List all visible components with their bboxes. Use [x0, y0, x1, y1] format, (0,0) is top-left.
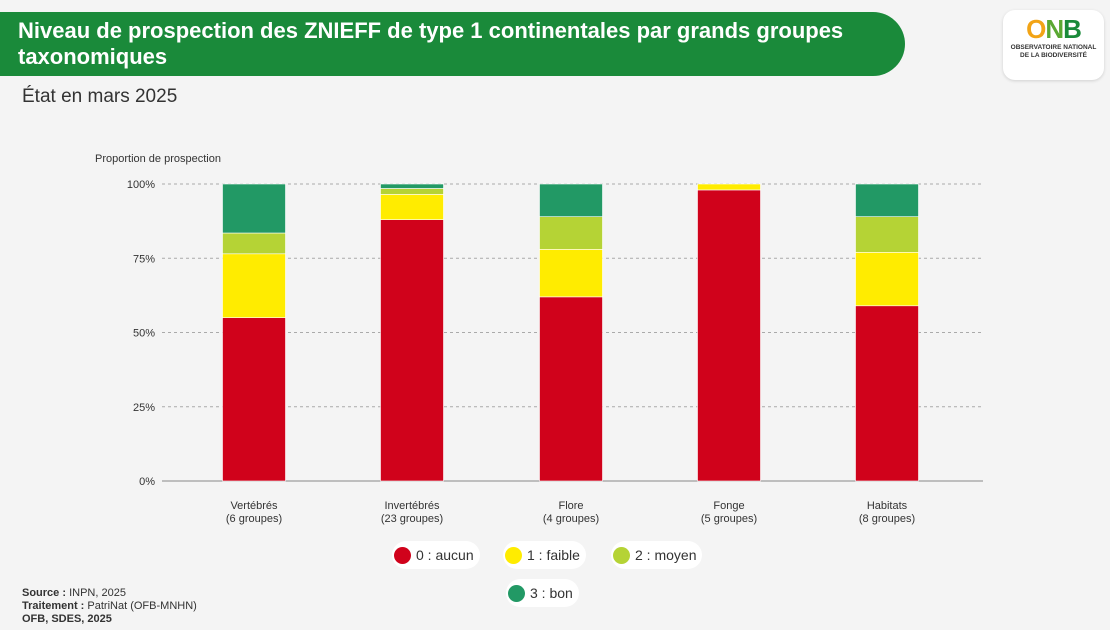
y-tick-label: 100% — [127, 179, 155, 191]
y-tick-label: 0% — [139, 476, 155, 488]
x-tick-label: (6 groupes) — [226, 513, 282, 525]
chart-title: Niveau de prospection des ZNIEFF de type… — [18, 18, 865, 70]
title-banner: Niveau de prospection des ZNIEFF de type… — [0, 12, 905, 76]
logo-mark: ONB — [1003, 14, 1104, 44]
legend-item: 3 : bon — [506, 579, 579, 607]
y-tick-label: 25% — [133, 402, 155, 414]
logo-line-1: OBSERVATOIRE NATIONAL — [1010, 44, 1097, 51]
x-tick-label: (5 groupes) — [701, 513, 757, 525]
legend-swatch — [508, 584, 525, 602]
bar-segment — [855, 252, 919, 307]
x-tick-label: Habitats — [867, 500, 908, 512]
bar-segment — [539, 216, 603, 250]
x-tick-label: Vertébrés — [230, 500, 278, 512]
y-tick-label: 75% — [133, 253, 155, 265]
x-tick-label: Fonge — [713, 500, 744, 512]
logo-letter-b: B — [1063, 14, 1082, 44]
bar-segment — [222, 317, 286, 482]
bar-segment — [380, 183, 444, 189]
legend-swatch — [613, 546, 630, 564]
legend-swatch — [394, 546, 411, 564]
legend-label: 3 : bon — [530, 585, 573, 601]
legend-item: 0 : aucun — [392, 541, 480, 569]
footer-source: Source : INPN, 2025 — [22, 587, 126, 600]
bar-segment — [539, 296, 603, 482]
bar-segment — [539, 183, 603, 217]
x-tick-label: (23 groupes) — [381, 513, 443, 525]
onb-logo: ONB OBSERVATOIRE NATIONAL DE LA BIODIVER… — [1003, 10, 1104, 80]
legend-label: 1 : faible — [527, 547, 580, 563]
bar-segment — [697, 189, 761, 482]
logo-letter-n: N — [1045, 14, 1064, 44]
traitement-label: Traitement : — [22, 600, 85, 612]
footer-traitement: Traitement : PatriNat (OFB-MNHN) — [22, 600, 197, 613]
title-line-2: taxonomiques — [18, 44, 168, 69]
bar-segment — [380, 188, 444, 195]
bar-segment — [855, 305, 919, 482]
y-tick-label: 50% — [133, 328, 155, 340]
bar-segment — [222, 183, 286, 234]
bar-segment — [855, 183, 919, 217]
y-axis-label: Proportion de prospection — [95, 153, 221, 165]
title-line-1: Niveau de prospection des ZNIEFF de type… — [18, 18, 844, 43]
x-tick-label: Flore — [558, 500, 583, 512]
legend-swatch — [505, 546, 522, 564]
traitement-value: PatriNat (OFB-MNHN) — [87, 600, 197, 612]
legend-item: 2 : moyen — [611, 541, 703, 569]
chart-subtitle: État en mars 2025 — [22, 86, 178, 107]
legend-item: 1 : faible — [503, 541, 586, 569]
logo-letter-o: O — [1026, 14, 1046, 44]
bar-segment — [697, 183, 761, 191]
legend-label: 2 : moyen — [635, 547, 697, 563]
bar-segment — [380, 219, 444, 482]
x-tick-label: (4 groupes) — [543, 513, 599, 525]
x-tick-label: Invertébrés — [384, 500, 440, 512]
source-label: Source : — [22, 587, 67, 599]
source-value: INPN, 2025 — [69, 587, 126, 599]
footer-credit: OFB, SDES, 2025 — [22, 613, 112, 625]
x-tick-label: (8 groupes) — [859, 513, 915, 525]
bar-segment — [222, 232, 286, 255]
legend-label: 0 : aucun — [416, 547, 474, 563]
bar-segment — [855, 216, 919, 253]
bar-segment — [222, 253, 286, 318]
bar-segment — [380, 194, 444, 220]
logo-line-2: DE LA BIODIVERSITÉ — [1020, 52, 1087, 59]
bar-segment — [539, 249, 603, 298]
